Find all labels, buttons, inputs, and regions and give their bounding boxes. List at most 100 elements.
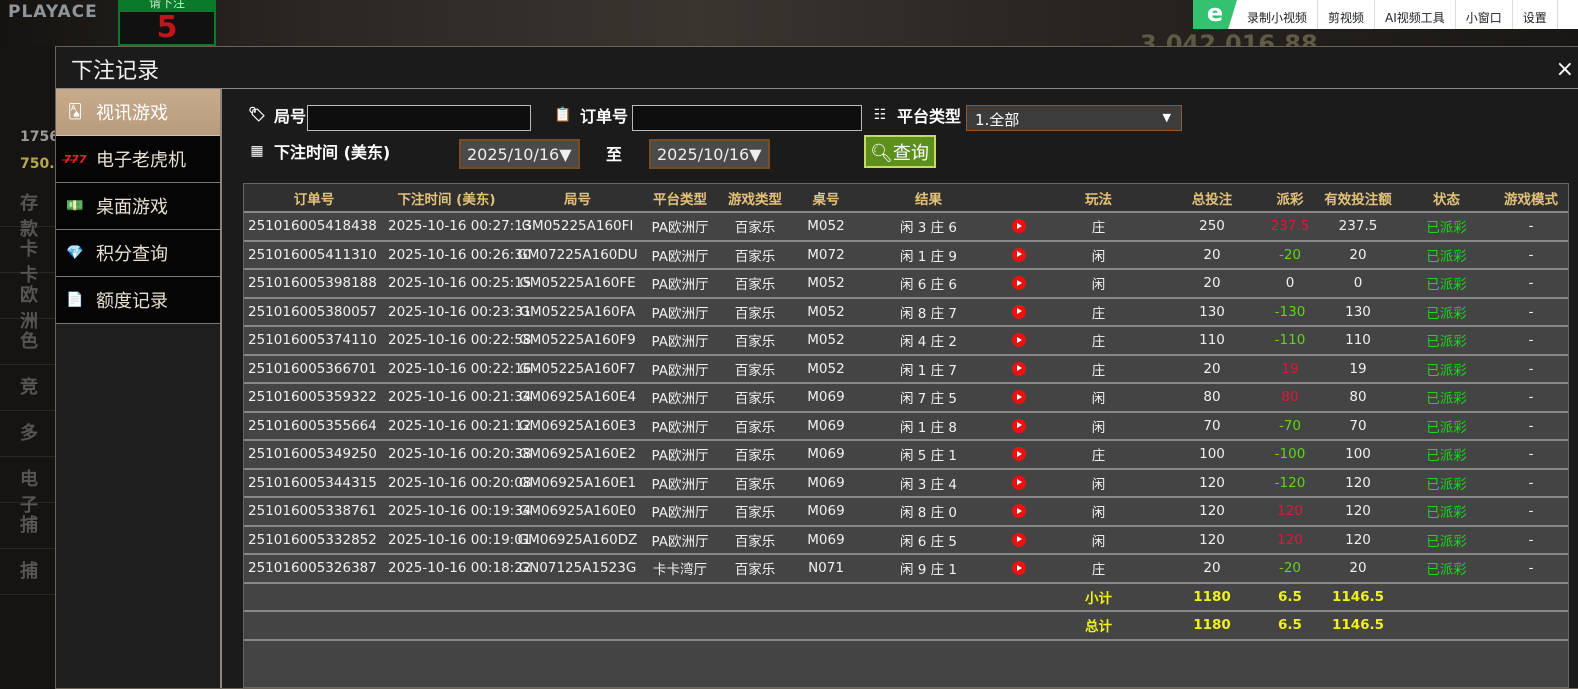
bet-time-cell: 2025-10-16 00:19:01 bbox=[384, 525, 531, 555]
play-replay-icon[interactable] bbox=[1011, 361, 1026, 376]
status-cell: 已派彩 bbox=[1399, 354, 1494, 384]
play-replay-icon[interactable] bbox=[1011, 447, 1026, 462]
table-id-cell: M069 bbox=[796, 497, 856, 527]
play-replay-icon[interactable] bbox=[1011, 504, 1026, 519]
menu-item-2[interactable]: 7̶7̶7 电子老虎机 bbox=[56, 136, 220, 183]
total-bet-cell: 120 bbox=[1161, 468, 1263, 498]
game-mode-cell: - bbox=[1494, 525, 1568, 555]
status-cell: 已派彩 bbox=[1399, 240, 1494, 270]
column-header: 下注时间 (美东) bbox=[384, 184, 509, 213]
play-replay-icon[interactable] bbox=[1011, 219, 1026, 234]
round-input[interactable] bbox=[307, 105, 531, 131]
empty-cell bbox=[1001, 611, 1036, 641]
empty-cell bbox=[509, 582, 646, 612]
table-id-cell: M069 bbox=[796, 525, 856, 555]
column-header bbox=[1001, 184, 1036, 213]
column-header: 状态 bbox=[1399, 184, 1494, 213]
toolbar-item[interactable]: AI视频工具 bbox=[1375, 0, 1456, 29]
table-header: 订单号 下注时间 (美东) 局号 平台类型 游戏类型 桌号 结果 玩法 总投注 派彩 有效投注额 状态… bbox=[244, 184, 1568, 213]
bet-side-cell: 庄 bbox=[1036, 554, 1161, 584]
bet-record-modal: 下注记录 × 🂡 视讯游戏 7̶7̶7 电子老虎机 💵 桌面游戏 💎 积分查询 📄 额度记录 🏷 局… bbox=[55, 46, 1578, 689]
bet-side-cell: 闲 bbox=[1036, 497, 1161, 527]
countdown: 5 bbox=[156, 10, 178, 45]
play-replay-icon[interactable] bbox=[1011, 304, 1026, 319]
table-row: 251016005332852 2025-10-16 00:19:01 GM0692… bbox=[244, 525, 1568, 555]
column-header: 结果 bbox=[856, 184, 1001, 213]
subtotal-payout: 6.5 bbox=[1263, 582, 1317, 612]
balance-amount: 750. bbox=[20, 156, 55, 172]
bet-time-cell: 2025-10-16 00:19:34 bbox=[384, 497, 531, 527]
result-cell: 闲 6 庄 5 bbox=[856, 525, 1001, 555]
round-id-cell: GN07125A1523G bbox=[509, 554, 646, 584]
background-side-item: 色 bbox=[0, 319, 55, 365]
status-cell: 已派彩 bbox=[1399, 440, 1494, 470]
toolbar-item[interactable]: 录制小视频 bbox=[1237, 0, 1319, 29]
subtotal-bet: 1180 bbox=[1161, 582, 1263, 612]
table-row: 251016005355664 2025-10-16 00:21:12 GM0692… bbox=[244, 411, 1568, 441]
empty-cell bbox=[1494, 582, 1568, 612]
table-row: 251016005380057 2025-10-16 00:23:31 GM0522… bbox=[244, 297, 1568, 327]
total-bet-cell: 20 bbox=[1161, 354, 1263, 384]
total-valid: 1146.5 bbox=[1317, 611, 1399, 641]
diamond-icon: 💎 bbox=[66, 245, 84, 261]
subtotal-row: 小计 1180 6.5 1146.5 bbox=[244, 582, 1568, 612]
result-cell: 闲 1 庄 8 bbox=[856, 411, 1001, 441]
replay-cell bbox=[1001, 468, 1036, 498]
modal-title: 下注记录 bbox=[56, 47, 1578, 89]
date-to-picker[interactable]: 2025/10/16▼ bbox=[649, 139, 770, 169]
bet-side-cell: 闲 bbox=[1036, 383, 1161, 413]
platform-cell: PA欧洲厅 bbox=[646, 440, 714, 470]
payout-cell: 80 bbox=[1263, 383, 1317, 413]
platform-select[interactable]: 1.全部 ▼ bbox=[966, 105, 1182, 131]
total-bet-cell: 70 bbox=[1161, 411, 1263, 441]
valid-bet-cell: 20 bbox=[1317, 240, 1399, 270]
round-id-cell: GM05225A160FA bbox=[509, 297, 646, 327]
order-input[interactable] bbox=[632, 105, 862, 131]
table-row: 251016005374110 2025-10-16 00:22:58 GM0522… bbox=[244, 326, 1568, 356]
payout-cell: 0 bbox=[1263, 269, 1317, 299]
date-from-picker[interactable]: 2025/10/16▼ bbox=[459, 139, 580, 169]
query-button[interactable]: 🔍︎查询 bbox=[864, 135, 936, 168]
order-id-cell: 251016005411310 bbox=[244, 240, 384, 270]
toolbar-item[interactable]: 设置 bbox=[1513, 0, 1558, 29]
play-replay-icon[interactable] bbox=[1011, 390, 1026, 405]
menu-item-1[interactable]: 🂡 视讯游戏 bbox=[56, 89, 220, 136]
bet-side-cell: 闲 bbox=[1036, 269, 1161, 299]
toolbar-item[interactable]: 剪视频 bbox=[1318, 0, 1376, 29]
empty-cell bbox=[244, 611, 384, 641]
status-cell: 已派彩 bbox=[1399, 269, 1494, 299]
payout-cell: -130 bbox=[1263, 297, 1317, 327]
replay-cell bbox=[1001, 525, 1036, 555]
play-replay-icon[interactable] bbox=[1011, 247, 1026, 262]
valid-bet-cell: 100 bbox=[1317, 440, 1399, 470]
menu-item-3[interactable]: 💵 桌面游戏 bbox=[56, 183, 220, 230]
menu-item-5[interactable]: 📄 额度记录 bbox=[56, 277, 220, 324]
game-type-cell: 百家乐 bbox=[714, 297, 796, 327]
play-replay-icon[interactable] bbox=[1011, 418, 1026, 433]
game-mode-cell: - bbox=[1494, 383, 1568, 413]
table-row: 251016005349250 2025-10-16 00:20:38 GM0692… bbox=[244, 440, 1568, 470]
platform-cell: PA欧洲厅 bbox=[646, 525, 714, 555]
empty-cell bbox=[714, 582, 796, 612]
bet-table: 订单号 下注时间 (美东) 局号 平台类型 游戏类型 桌号 结果 玩法 总投注 派彩 有效投注额 状态… bbox=[244, 184, 1568, 641]
order-id-cell: 251016005366701 bbox=[244, 354, 384, 384]
platform-cell: PA欧洲厅 bbox=[646, 468, 714, 498]
play-replay-icon[interactable] bbox=[1011, 333, 1026, 348]
empty-cell bbox=[796, 611, 856, 641]
platform-cell: PA欧洲厅 bbox=[646, 411, 714, 441]
play-replay-icon[interactable] bbox=[1011, 561, 1026, 576]
play-replay-icon[interactable] bbox=[1011, 276, 1026, 291]
replay-cell bbox=[1001, 354, 1036, 384]
column-header: 派彩 bbox=[1263, 184, 1317, 213]
play-replay-icon[interactable] bbox=[1011, 532, 1026, 547]
total-bet-cell: 250 bbox=[1161, 212, 1263, 242]
bet-side-cell: 庄 bbox=[1036, 440, 1161, 470]
search-icon: 🔍︎ bbox=[870, 143, 893, 164]
toolbar-item[interactable]: 小窗口 bbox=[1456, 0, 1513, 29]
payout-cell: -20 bbox=[1263, 554, 1317, 584]
platform-cell: PA欧洲厅 bbox=[646, 297, 714, 327]
game-mode-cell: - bbox=[1494, 240, 1568, 270]
close-icon[interactable]: × bbox=[1555, 57, 1574, 82]
play-replay-icon[interactable] bbox=[1011, 475, 1026, 490]
menu-item-4[interactable]: 💎 积分查询 bbox=[56, 230, 220, 277]
